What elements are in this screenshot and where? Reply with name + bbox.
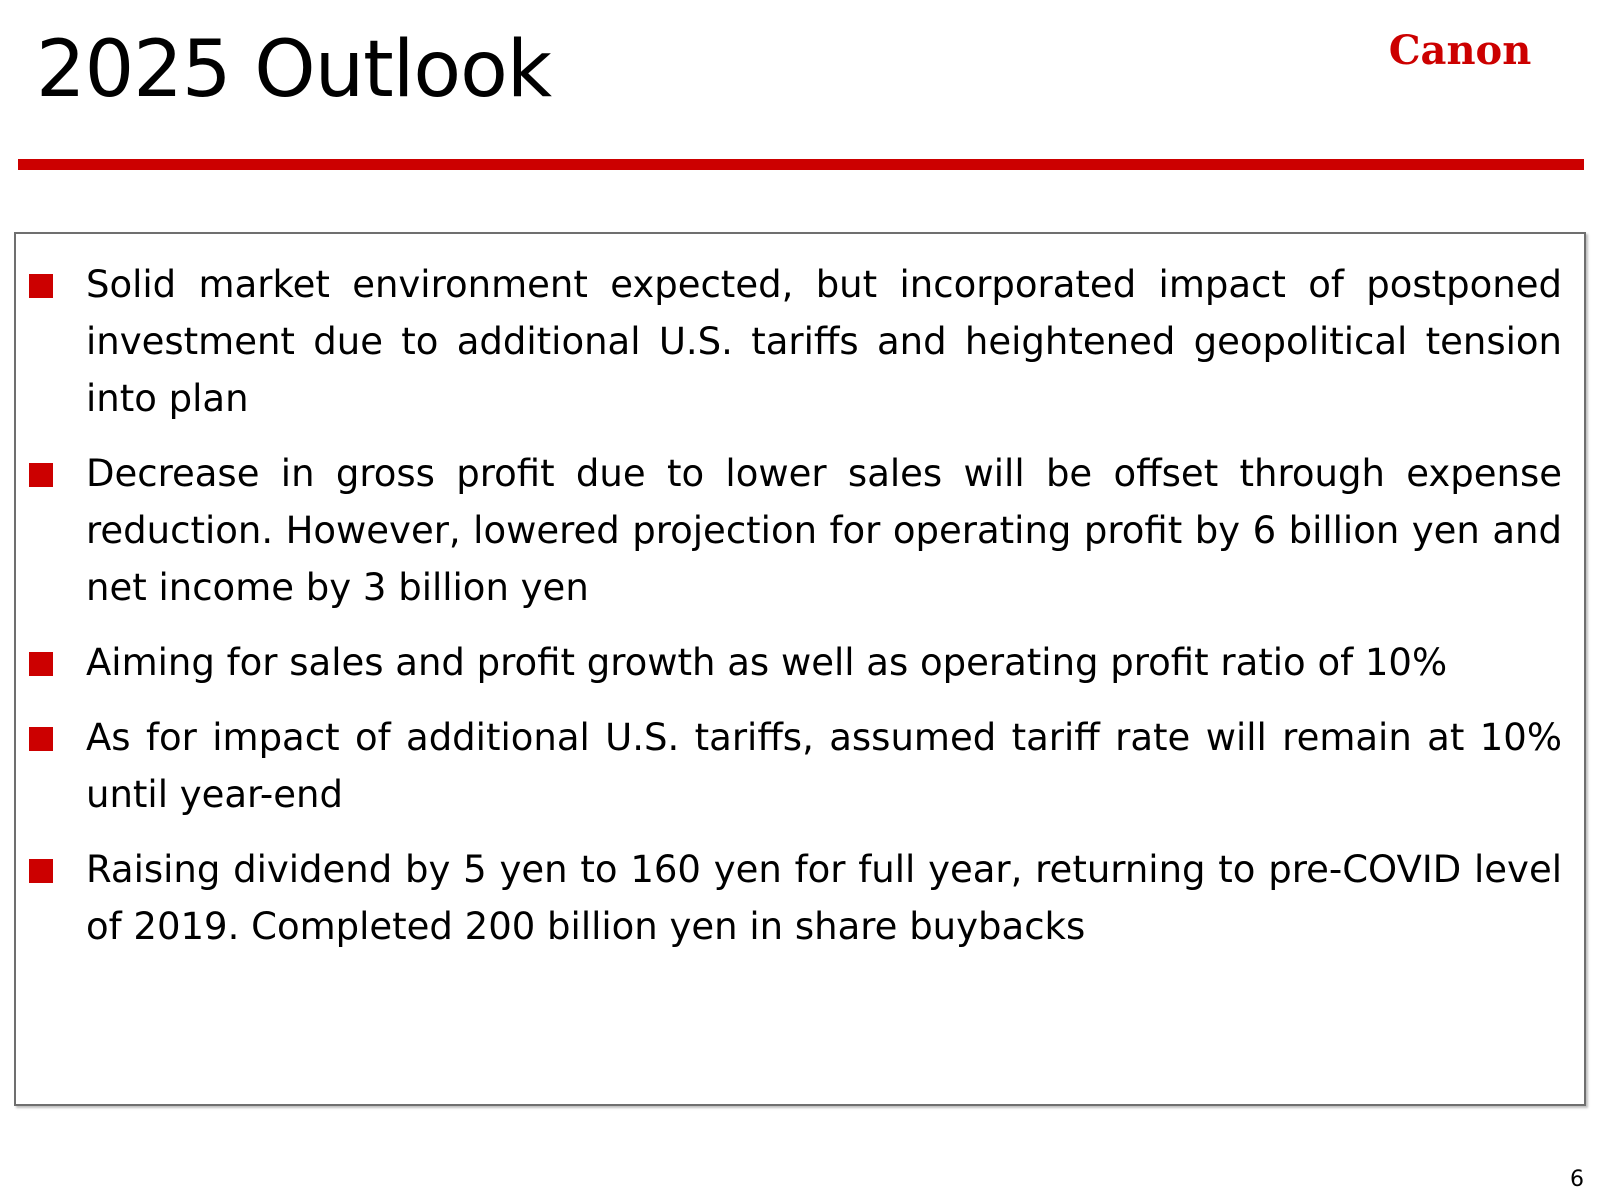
bullet-item: Decrease in gross profit due to lower sa… (16, 445, 1584, 616)
bullet-item: Raising dividend by 5 yen to 160 yen for… (16, 841, 1584, 955)
square-bullet-icon (29, 274, 53, 298)
canon-logo-graphic: Canon (1389, 27, 1532, 74)
bullet-text: Solid market environment expected, but i… (86, 263, 1562, 420)
outlook-bullet-list: Solid market environment expected, but i… (16, 234, 1584, 955)
page-number: 6 (1570, 1167, 1584, 1192)
page-title: 2025 Outlook (36, 25, 552, 115)
square-bullet-icon (29, 859, 53, 883)
bullet-item: Solid market environment expected, but i… (16, 256, 1584, 427)
bullet-item: Aiming for sales and profit growth as we… (16, 634, 1584, 691)
title-divider (18, 159, 1584, 170)
outlook-content-box: Solid market environment expected, but i… (14, 232, 1586, 1106)
square-bullet-icon (29, 727, 53, 751)
square-bullet-icon (29, 652, 53, 676)
bullet-item: As for impact of additional U.S. tariffs… (16, 709, 1584, 823)
canon-logo: Canon (1376, 20, 1544, 90)
square-bullet-icon (29, 463, 53, 487)
bullet-text: Aiming for sales and profit growth as we… (86, 641, 1448, 684)
bullet-text: Decrease in gross profit due to lower sa… (86, 452, 1562, 609)
canon-logo-wordmark: Canon (1389, 27, 1532, 74)
bullet-text: Raising dividend by 5 yen to 160 yen for… (86, 848, 1562, 948)
bullet-text: As for impact of additional U.S. tariffs… (86, 716, 1562, 816)
